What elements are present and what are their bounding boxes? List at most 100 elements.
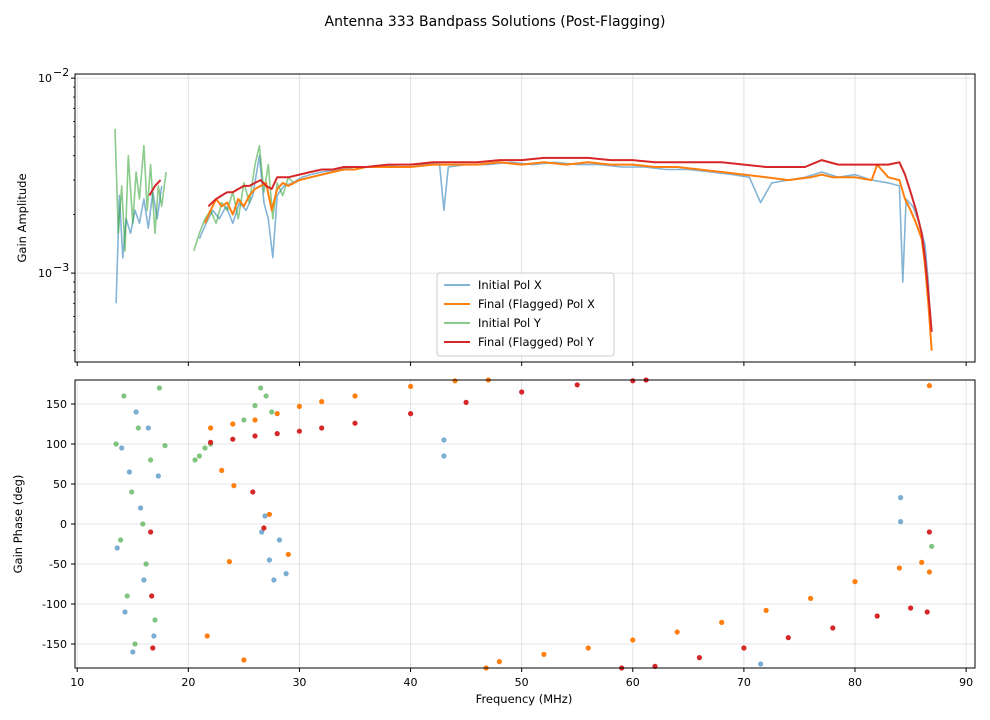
phase-point-final-flagged-pol-x	[719, 619, 725, 626]
phase-point-final-flagged-pol-y	[274, 431, 280, 437]
phase-point-initial-pol-y	[258, 385, 264, 391]
phase-point-initial-pol-y	[263, 393, 269, 399]
phase-point-final-flagged-pol-x	[763, 607, 769, 614]
phase-point-initial-pol-x	[155, 473, 161, 479]
x-tick-label: 80	[848, 676, 862, 689]
phase-y-tick-label: -50	[49, 558, 67, 571]
phase-point-initial-pol-y	[140, 521, 146, 527]
x-tick-label: 90	[959, 676, 973, 689]
phase-point-final-flagged-pol-y	[149, 593, 155, 599]
amplitude-y-axis-label: Gain Amplitude	[15, 173, 29, 262]
phase-point-final-flagged-pol-x	[919, 559, 925, 566]
phase-point-final-flagged-pol-x	[630, 637, 636, 643]
phase-point-final-flagged-pol-y	[874, 613, 880, 619]
legend-label-final-y: Final (Flagged) Pol Y	[478, 335, 595, 349]
phase-point-final-flagged-pol-x	[319, 399, 325, 405]
phase-point-final-flagged-pol-x	[231, 483, 237, 489]
amplitude-panel: 10−310−2 Gain Amplitude Initial Pol X Fi…	[15, 66, 976, 366]
phase-point-initial-pol-y	[252, 403, 258, 409]
phase-point-initial-pol-y	[269, 409, 275, 415]
phase-y-tick-label: -150	[42, 638, 67, 651]
phase-point-final-flagged-pol-x	[296, 403, 302, 409]
phase-y-tick-label: 50	[53, 478, 67, 491]
phase-point-initial-pol-x	[441, 453, 447, 459]
phase-point-initial-pol-x	[276, 537, 282, 543]
phase-point-initial-pol-y	[152, 617, 158, 623]
amp-y-tick-exponent: −3	[53, 261, 69, 274]
phase-point-final-flagged-pol-x	[585, 645, 591, 651]
x-tick-label: 10	[70, 676, 84, 689]
phase-point-initial-pol-x	[259, 529, 265, 535]
phase-point-final-flagged-pol-x	[266, 511, 272, 517]
phase-point-final-flagged-pol-y	[250, 489, 256, 495]
phase-point-final-flagged-pol-y	[296, 428, 302, 434]
legend-label-final-x: Final (Flagged) Pol X	[478, 297, 595, 311]
x-tick-label: 20	[181, 676, 195, 689]
phase-point-initial-pol-x	[898, 519, 904, 525]
phase-point-initial-pol-y	[143, 561, 149, 567]
phase-point-initial-pol-y	[196, 453, 202, 459]
phase-point-initial-pol-y	[124, 593, 130, 599]
phase-point-final-flagged-pol-y	[252, 433, 258, 439]
phase-point-final-flagged-pol-y	[150, 645, 156, 651]
amp-y-tick-label: 10	[38, 267, 52, 280]
x-tick-label: 30	[292, 676, 306, 689]
phase-point-final-flagged-pol-y	[148, 529, 154, 535]
phase-point-final-flagged-pol-x	[926, 383, 933, 389]
phase-point-final-flagged-pol-y	[319, 425, 325, 431]
phase-point-final-flagged-pol-y	[830, 625, 836, 631]
phase-point-final-flagged-pol-x	[226, 559, 232, 565]
legend-box	[436, 272, 615, 357]
phase-point-final-flagged-pol-y	[696, 655, 703, 661]
phase-point-initial-pol-y	[162, 443, 168, 449]
phase-point-initial-pol-y	[148, 457, 154, 463]
phase-point-final-flagged-pol-y	[630, 378, 636, 384]
phase-point-final-flagged-pol-y	[463, 399, 469, 405]
phase-point-final-flagged-pol-x	[896, 565, 903, 571]
amp-y-tick-label: 10	[38, 72, 52, 85]
phase-point-final-flagged-pol-y	[519, 389, 525, 395]
phase-point-final-flagged-pol-x	[926, 569, 933, 575]
phase-point-initial-pol-x	[145, 425, 151, 431]
phase-point-final-flagged-pol-x	[230, 421, 236, 427]
phase-point-final-flagged-pol-x	[452, 378, 458, 384]
phase-point-final-flagged-pol-x	[208, 425, 214, 431]
phase-series	[113, 377, 935, 671]
legend-label-initial-x: Initial Pol X	[478, 278, 542, 292]
phase-point-final-flagged-pol-x	[252, 417, 258, 423]
phase-point-final-flagged-pol-x	[408, 383, 414, 389]
phase-point-initial-pol-x	[138, 505, 144, 511]
x-tick-label: 50	[515, 676, 529, 689]
amp-line-final-flagged-pol-x	[204, 161, 933, 351]
phase-point-initial-pol-x	[141, 577, 147, 583]
phase-point-initial-pol-y	[129, 489, 135, 495]
phase-point-initial-pol-x	[271, 577, 277, 583]
phase-point-initial-pol-y	[192, 457, 198, 463]
phase-point-initial-pol-x	[119, 445, 125, 451]
phase-point-initial-pol-x	[133, 409, 139, 415]
phase-point-initial-pol-x	[283, 571, 289, 577]
phase-point-initial-pol-y	[202, 445, 208, 451]
chart-title: Antenna 333 Bandpass Solutions (Post-Fla…	[325, 14, 666, 30]
amplitude-series	[114, 128, 933, 351]
phase-y-tick-label: 0	[60, 518, 67, 531]
phase-point-initial-pol-x	[126, 469, 132, 475]
phase-point-initial-pol-x	[758, 661, 764, 667]
phase-y-tick-label: -100	[42, 598, 67, 611]
phase-point-final-flagged-pol-y	[230, 436, 236, 442]
x-tick-label: 70	[737, 676, 751, 689]
phase-y-tick-label: 150	[46, 398, 67, 411]
amplitude-y-ticks: 10−310−2	[38, 66, 75, 352]
phase-point-final-flagged-pol-x	[808, 595, 814, 602]
phase-point-final-flagged-pol-x	[352, 393, 358, 399]
phase-y-ticks: -150 -100 -50 0 50 100 150	[42, 398, 75, 651]
phase-point-final-flagged-pol-y	[785, 635, 791, 641]
legend: Initial Pol X Final (Flagged) Pol X Init…	[436, 272, 615, 357]
phase-grid	[75, 380, 975, 668]
phase-point-final-flagged-pol-x	[674, 629, 680, 635]
phase-point-final-flagged-pol-x	[541, 651, 547, 658]
phase-point-initial-pol-x	[262, 513, 268, 519]
phase-y-axis-label: Gain Phase (deg)	[11, 475, 25, 574]
